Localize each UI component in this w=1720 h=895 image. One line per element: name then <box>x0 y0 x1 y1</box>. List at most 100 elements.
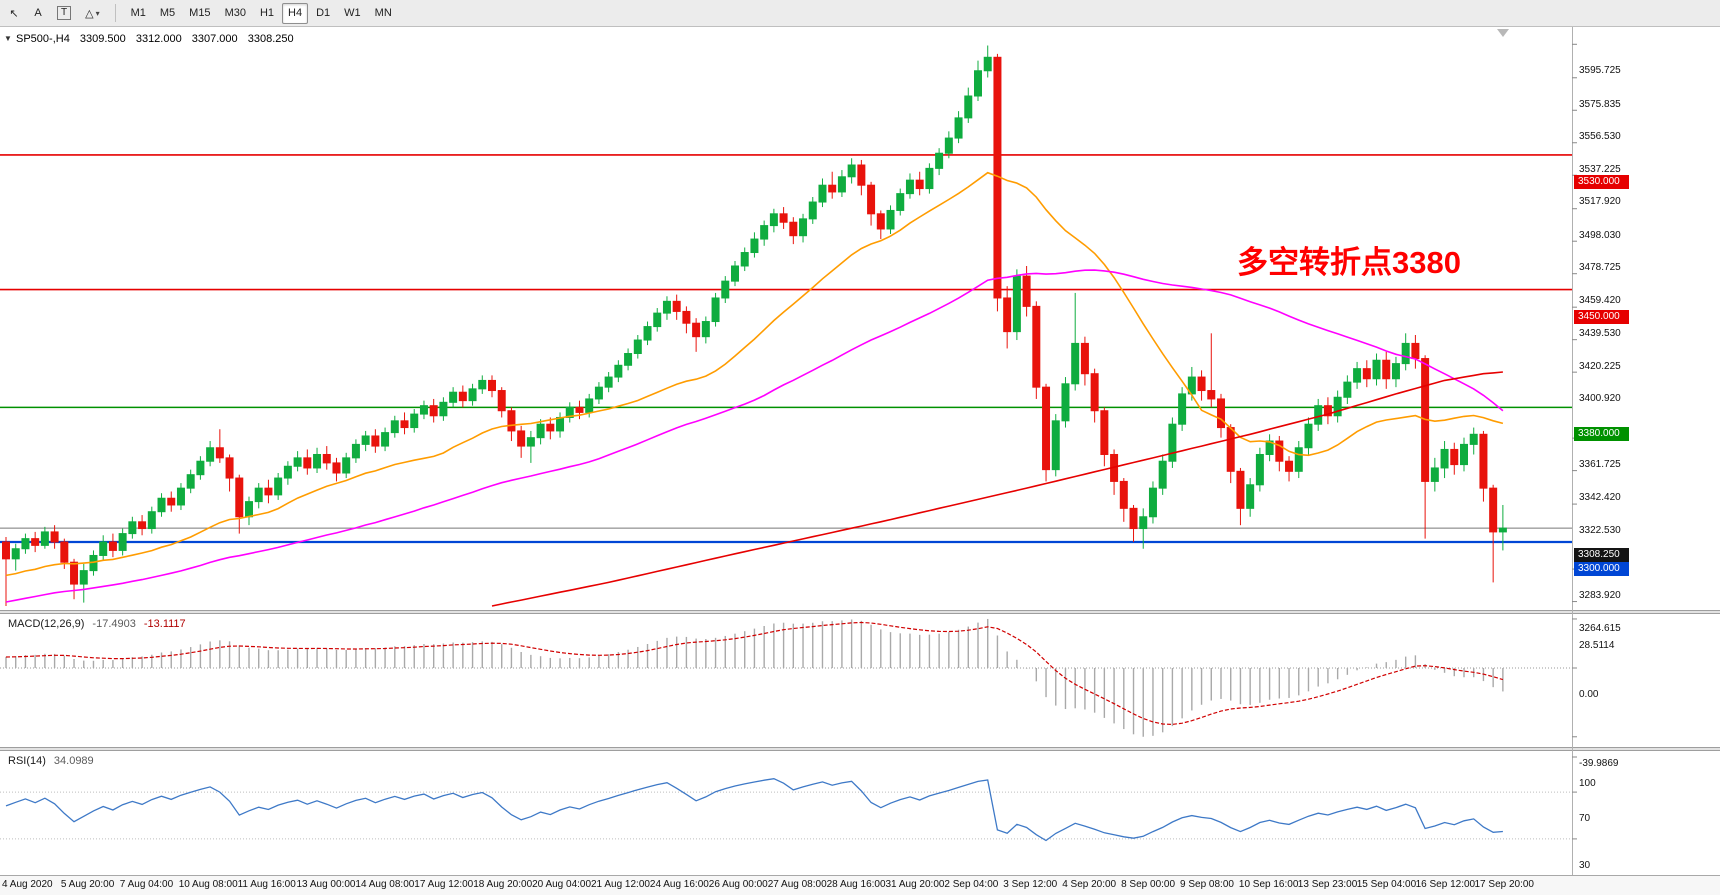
candle <box>1236 467 1245 526</box>
price-tick: 3342.420 <box>1579 491 1621 503</box>
time-axis[interactable] <box>0 875 1720 895</box>
text-annotation-button[interactable]: A <box>27 3 49 24</box>
time-tick: 9 Sep 08:00 <box>1180 879 1234 890</box>
candle <box>458 385 467 408</box>
cursor-tool-button[interactable]: ↖ <box>3 3 25 24</box>
timeframe-h1-button[interactable]: H1 <box>254 3 280 24</box>
candle <box>1343 375 1352 404</box>
candle <box>915 171 924 196</box>
price-tick: 3322.530 <box>1579 525 1621 537</box>
price-tick: 3498.030 <box>1579 229 1621 241</box>
timeframe-m1-button[interactable]: M1 <box>125 3 152 24</box>
candle <box>1304 417 1313 455</box>
candle <box>507 407 516 442</box>
time-tick: 10 Aug 08:00 <box>178 879 238 890</box>
timeframe-w1-button[interactable]: W1 <box>338 3 367 24</box>
candle <box>79 563 88 603</box>
candle <box>867 181 876 226</box>
time-tick: 17 Sep 20:00 <box>1474 879 1535 890</box>
macd-tick: 0.00 <box>1579 689 1599 700</box>
candle <box>799 213 808 243</box>
ma-slow[interactable] <box>491 371 1503 607</box>
candle <box>1168 417 1177 468</box>
panel-splitter[interactable] <box>0 610 1720 614</box>
time-tick: 10 Sep 16:00 <box>1238 879 1299 890</box>
candle <box>50 525 59 549</box>
ma-medium[interactable] <box>5 269 1504 603</box>
candle <box>653 308 662 332</box>
candle <box>1401 333 1410 371</box>
candle <box>419 400 428 420</box>
candle <box>662 296 671 320</box>
candle <box>546 417 555 440</box>
candle <box>1460 437 1468 472</box>
cursor-icon: ↖ <box>9 7 19 20</box>
time-tick: 16 Sep 12:00 <box>1415 879 1476 890</box>
candle <box>1421 355 1430 539</box>
candle <box>1255 447 1264 492</box>
candle <box>983 45 992 78</box>
candle <box>108 533 117 558</box>
timeframe-d1-button[interactable]: D1 <box>310 3 336 24</box>
timeframe-m5-button[interactable]: M5 <box>154 3 181 24</box>
candle <box>1100 407 1109 467</box>
candle <box>1158 454 1167 495</box>
timeframe-m30-button[interactable]: M30 <box>219 3 252 24</box>
candle <box>721 276 730 304</box>
candle <box>128 516 137 539</box>
candle <box>21 533 30 554</box>
price-tag-3450.000: 3450.000 <box>1574 309 1629 324</box>
low-value: 3307.000 <box>191 33 238 45</box>
rsi-panel-header: RSI(14) 34.0989 <box>8 755 94 767</box>
timeframe-m15-button[interactable]: M15 <box>183 3 216 24</box>
candle <box>196 456 205 480</box>
candle <box>1382 351 1391 389</box>
toolbar: ↖ A T △ ▾ M1 M5 M15 M30 H1 H4 D1 W1 MN <box>0 0 1720 27</box>
candle <box>896 188 905 216</box>
macd-title: MACD(12,26,9) <box>8 618 85 630</box>
candle <box>740 247 749 272</box>
shapes-dropdown-button[interactable]: △ ▾ <box>79 3 105 24</box>
chart-ohlc-header: SP500-,H4 3309.500 3312.000 3307.000 330… <box>16 33 301 45</box>
rsi-value: 34.0989 <box>53 755 94 767</box>
candle <box>536 419 545 445</box>
timeframe-h4-button[interactable]: H4 <box>282 2 309 24</box>
timeframe-mn-button[interactable]: MN <box>369 3 398 24</box>
candle <box>672 294 681 320</box>
price-tick: 3556.530 <box>1579 131 1621 143</box>
candle <box>1265 434 1274 462</box>
candle <box>1226 424 1235 484</box>
price-tick: 3595.725 <box>1579 65 1621 77</box>
candle <box>157 493 166 517</box>
chart-shift-marker[interactable] <box>1497 29 1509 37</box>
candle <box>1003 286 1012 349</box>
candle <box>1110 449 1119 495</box>
current-price-tag: 3308.250 <box>1574 548 1629 563</box>
candle <box>225 454 234 492</box>
collapse-arrow-icon[interactable]: ▼ <box>4 34 12 43</box>
candle <box>293 451 302 472</box>
rsi-tick: 30 <box>1579 859 1591 871</box>
close-value: 3308.250 <box>247 33 294 45</box>
candle <box>381 427 390 452</box>
candle <box>390 415 399 438</box>
text-label-button[interactable]: T <box>51 3 77 24</box>
candle <box>342 452 351 479</box>
price-tick: 3478.725 <box>1579 262 1621 274</box>
ma-fast[interactable] <box>5 171 1504 577</box>
price-tick: 3537.225 <box>1579 163 1621 175</box>
candle <box>186 469 195 494</box>
panel-splitter[interactable] <box>0 747 1720 751</box>
candle <box>954 111 963 144</box>
candle <box>1353 361 1362 389</box>
chart-annotation-text[interactable]: 多空转折点3380 <box>1237 245 1461 280</box>
candle <box>517 425 526 458</box>
candle <box>614 360 623 383</box>
candle <box>643 321 652 346</box>
candle <box>1333 390 1342 423</box>
rsi-tick: 70 <box>1579 813 1591 825</box>
candle <box>1285 456 1294 482</box>
candle <box>400 412 409 435</box>
price-chart-canvas[interactable] <box>0 27 1720 895</box>
candle <box>1246 478 1255 517</box>
